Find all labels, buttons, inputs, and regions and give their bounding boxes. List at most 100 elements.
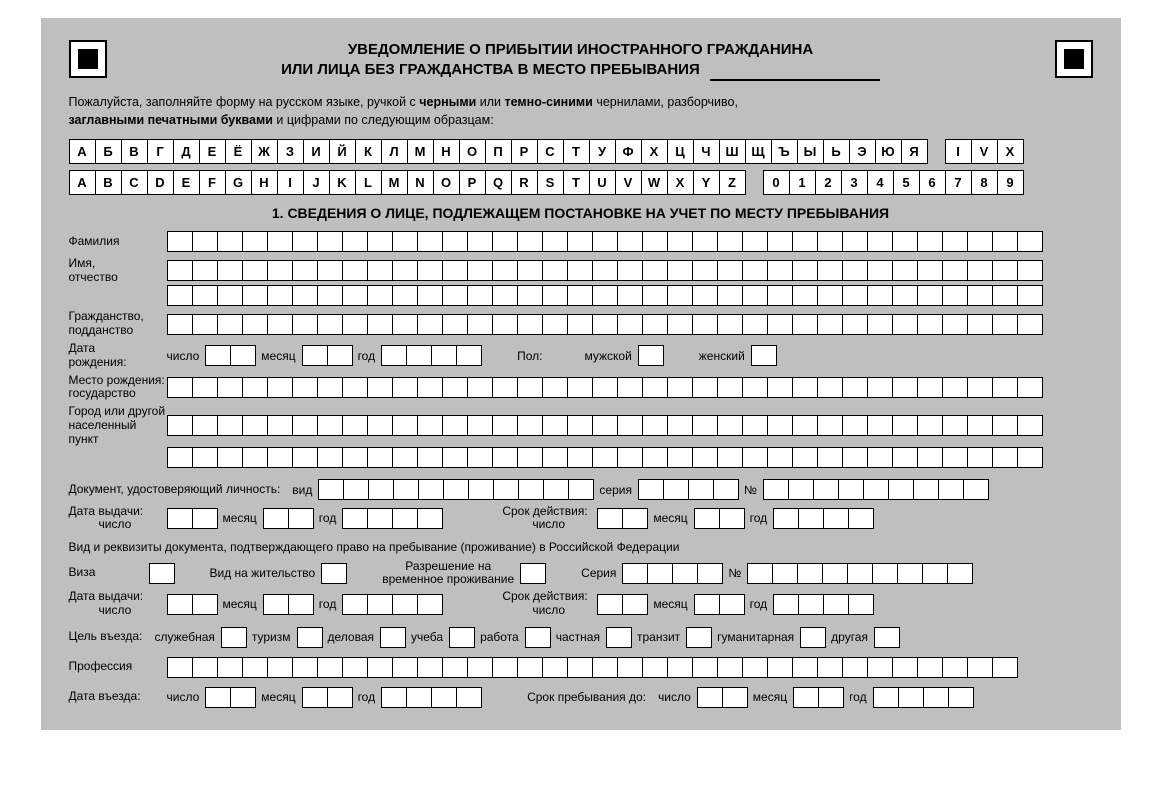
input-cell[interactable]: I [945,139,972,164]
input-cell[interactable] [417,377,443,398]
input-cell[interactable] [888,479,914,500]
input-cell[interactable] [267,657,293,678]
input-cell[interactable] [417,314,443,335]
input-cell[interactable] [667,285,693,306]
input-cell[interactable] [242,314,268,335]
p-transit[interactable] [686,627,711,648]
input-cell[interactable] [542,657,568,678]
input-cell[interactable]: У [589,139,616,164]
input-cell[interactable] [567,377,593,398]
p-tourism[interactable] [297,627,322,648]
input-cell[interactable] [792,260,818,281]
input-cell[interactable] [642,260,668,281]
input-cell[interactable] [467,285,493,306]
input-cell[interactable] [848,594,874,615]
input-cell[interactable] [442,260,468,281]
input-cell[interactable] [567,657,593,678]
input-cell[interactable] [647,563,673,584]
input-cell[interactable] [242,415,268,436]
valid-day[interactable] [597,508,647,529]
input-cell[interactable] [267,447,293,468]
input-cell[interactable] [217,314,243,335]
input-cell[interactable] [149,563,175,584]
valid-month[interactable] [694,508,744,529]
res-no-cells[interactable] [747,563,972,584]
city-cells-1[interactable] [167,415,1042,436]
input-cell[interactable] [542,377,568,398]
input-cell[interactable] [892,231,918,252]
input-cell[interactable] [492,231,518,252]
input-cell[interactable] [642,415,668,436]
input-cell[interactable] [842,260,868,281]
input-cell[interactable]: Ё [225,139,252,164]
input-cell[interactable]: Ч [693,139,720,164]
stay-year[interactable] [873,687,973,708]
input-cell[interactable] [267,260,293,281]
input-cell[interactable] [392,447,418,468]
p-other[interactable] [874,627,899,648]
input-cell[interactable] [406,345,432,366]
valid-year[interactable] [773,508,873,529]
input-cell[interactable] [742,231,768,252]
input-cell[interactable] [567,285,593,306]
input-cell[interactable] [663,479,689,500]
name-cells-2[interactable] [167,285,1042,306]
input-cell[interactable] [542,231,568,252]
input-cell[interactable] [167,657,193,678]
input-cell[interactable] [597,508,623,529]
input-cell[interactable] [467,657,493,678]
input-cell[interactable] [867,260,893,281]
input-cell[interactable] [767,415,793,436]
input-cell[interactable] [367,314,393,335]
input-cell[interactable] [342,447,368,468]
input-cell[interactable] [842,415,868,436]
input-cell[interactable] [717,314,743,335]
input-cell[interactable]: 7 [945,170,972,195]
input-cell[interactable] [817,231,843,252]
input-cell[interactable] [242,285,268,306]
input-cell[interactable] [793,687,819,708]
input-cell[interactable] [221,627,247,648]
input-cell[interactable] [942,415,968,436]
input-cell[interactable] [431,687,457,708]
input-cell[interactable] [606,627,632,648]
input-cell[interactable] [792,377,818,398]
input-cell[interactable] [542,314,568,335]
input-cell[interactable] [292,377,318,398]
input-cell[interactable]: Ъ [771,139,798,164]
input-cell[interactable]: V [971,139,998,164]
input-cell[interactable] [697,687,723,708]
input-cell[interactable] [617,285,643,306]
input-cell[interactable] [838,479,864,500]
stay-day[interactable] [697,687,747,708]
input-cell[interactable] [688,479,714,500]
input-cell[interactable] [517,377,543,398]
input-cell[interactable] [230,687,256,708]
input-cell[interactable] [917,447,943,468]
input-cell[interactable] [773,594,799,615]
input-cell[interactable] [717,377,743,398]
input-cell[interactable] [192,594,218,615]
input-cell[interactable] [242,657,268,678]
input-cell[interactable] [592,415,618,436]
input-cell[interactable] [717,260,743,281]
input-cell[interactable] [318,479,344,500]
input-cell[interactable] [842,231,868,252]
input-cell[interactable]: Y [693,170,720,195]
input-cell[interactable] [942,314,968,335]
input-cell[interactable] [742,657,768,678]
res-issue-month[interactable] [263,594,313,615]
input-cell[interactable] [617,447,643,468]
input-cell[interactable]: H [251,170,278,195]
input-cell[interactable] [418,479,444,500]
input-cell[interactable] [493,479,519,500]
input-cell[interactable] [267,285,293,306]
input-cell[interactable] [367,447,393,468]
input-cell[interactable] [817,314,843,335]
input-cell[interactable] [892,657,918,678]
input-cell[interactable] [967,657,993,678]
input-cell[interactable] [592,447,618,468]
input-cell[interactable]: Ы [797,139,824,164]
input-cell[interactable] [367,231,393,252]
input-cell[interactable] [667,231,693,252]
